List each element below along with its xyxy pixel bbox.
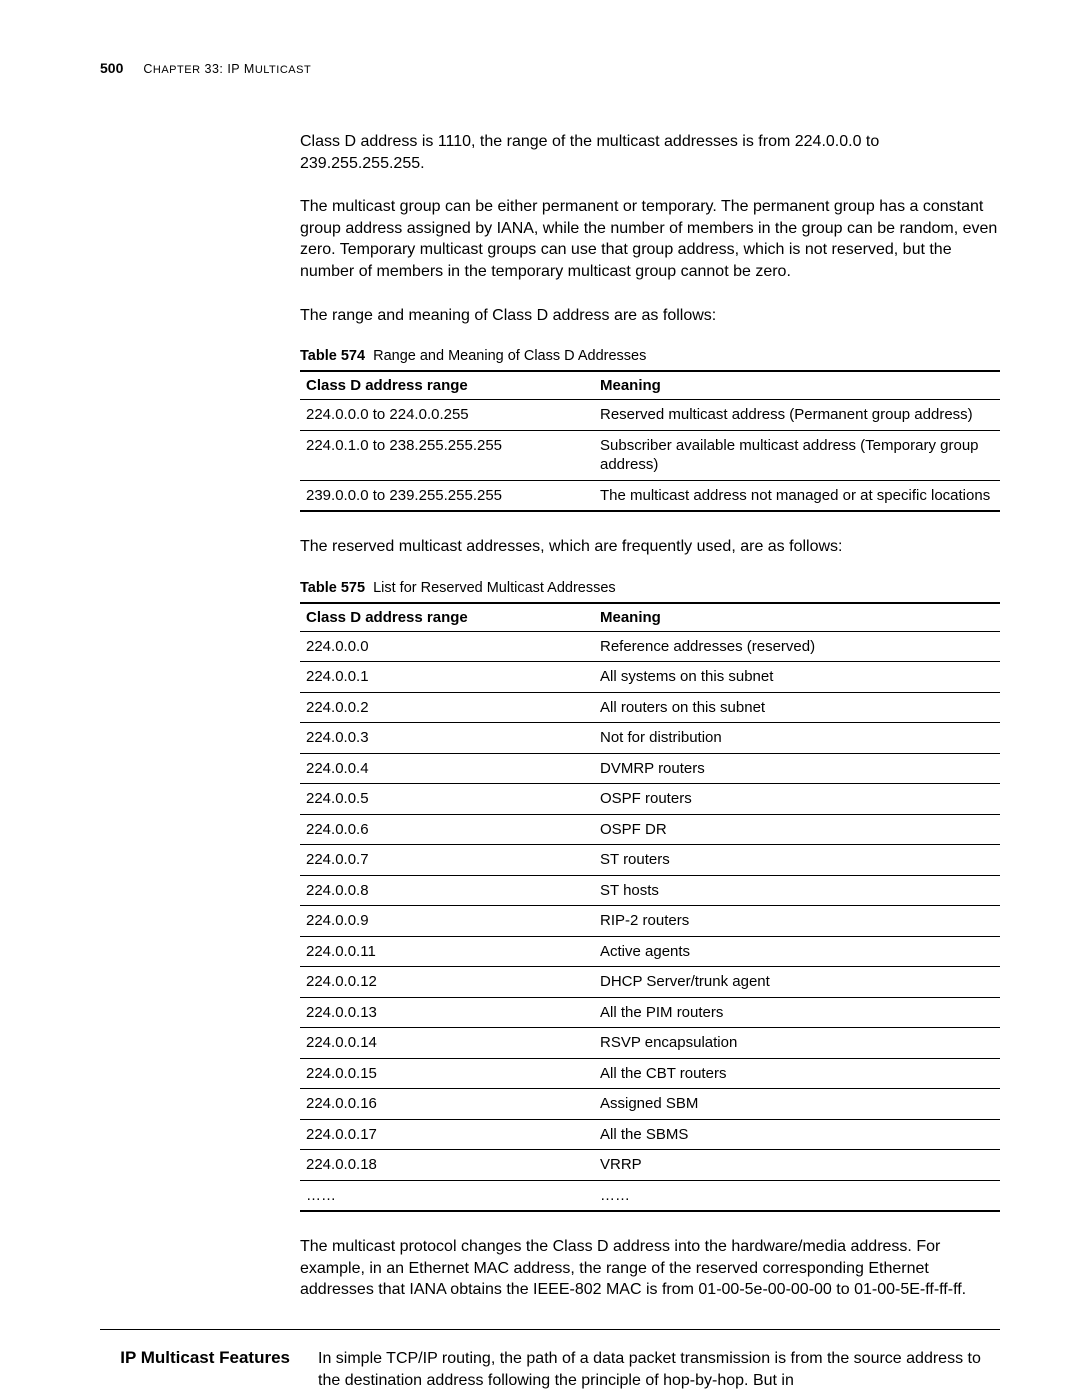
paragraph: The reserved multicast addresses, which … [300, 536, 1000, 558]
cell-meaning: Subscriber available multicast address (… [594, 430, 1000, 480]
paragraph: Class D address is 1110, the range of th… [300, 131, 1000, 174]
cell-meaning: ST routers [594, 845, 1000, 876]
cell-range: 224.0.0.13 [300, 997, 594, 1028]
cell-meaning: …… [594, 1180, 1000, 1211]
paragraph: The range and meaning of Class D address… [300, 305, 1000, 327]
cell-meaning: VRRP [594, 1150, 1000, 1181]
cell-range: 224.0.0.12 [300, 967, 594, 998]
table-row: 224.0.0.4DVMRP routers [300, 753, 1000, 784]
cell-meaning: All routers on this subnet [594, 692, 1000, 723]
table-row: 224.0.0.2All routers on this subnet [300, 692, 1000, 723]
table-row: 239.0.0.0 to 239.255.255.255The multicas… [300, 480, 1000, 511]
table-row: 224.0.0.7ST routers [300, 845, 1000, 876]
cell-range: 224.0.0.18 [300, 1150, 594, 1181]
table-row: 224.0.0.15All the CBT routers [300, 1058, 1000, 1089]
cell-meaning: All the SBMS [594, 1119, 1000, 1150]
table-header-meaning: Meaning [594, 603, 1000, 632]
chapter-label: CHAPTER 33: IP MULTICAST [143, 62, 311, 76]
cell-range: 224.0.0.2 [300, 692, 594, 723]
section-heading: IP Multicast Features [100, 1348, 300, 1393]
cell-range: 224.0.1.0 to 238.255.255.255 [300, 430, 594, 480]
table-row: 224.0.0.9RIP-2 routers [300, 906, 1000, 937]
cell-range: 224.0.0.15 [300, 1058, 594, 1089]
cell-range: 224.0.0.9 [300, 906, 594, 937]
cell-range: 224.0.0.14 [300, 1028, 594, 1059]
cell-meaning: RIP-2 routers [594, 906, 1000, 937]
cell-range: 224.0.0.8 [300, 875, 594, 906]
table-caption-text: List for Reserved Multicast Addresses [373, 580, 616, 596]
paragraph: The multicast group can be either perman… [300, 196, 1000, 282]
table-caption-text: Range and Meaning of Class D Addresses [373, 348, 646, 364]
page-number: 500 [100, 60, 123, 76]
page-header: 500 CHAPTER 33: IP MULTICAST [100, 60, 1000, 76]
table-row: 224.0.0.14RSVP encapsulation [300, 1028, 1000, 1059]
cell-range: 224.0.0.5 [300, 784, 594, 815]
table-row: 224.0.0.13All the PIM routers [300, 997, 1000, 1028]
cell-meaning: Reserved multicast address (Permanent gr… [594, 400, 1000, 431]
cell-meaning: DHCP Server/trunk agent [594, 967, 1000, 998]
table-header-range: Class D address range [300, 603, 594, 632]
cell-meaning: Not for distribution [594, 723, 1000, 754]
cell-range: 224.0.0.1 [300, 662, 594, 693]
paragraph: The multicast protocol changes the Class… [300, 1236, 1000, 1301]
table-row: 224.0.0.11Active agents [300, 936, 1000, 967]
cell-meaning: All the CBT routers [594, 1058, 1000, 1089]
table-row: 224.0.0.1All systems on this subnet [300, 662, 1000, 693]
table-row: 224.0.0.17All the SBMS [300, 1119, 1000, 1150]
cell-range: 224.0.0.4 [300, 753, 594, 784]
table-row: 224.0.0.18VRRP [300, 1150, 1000, 1181]
table-row: 224.0.0.6OSPF DR [300, 814, 1000, 845]
table-header-meaning: Meaning [594, 371, 1000, 400]
cell-meaning: DVMRP routers [594, 753, 1000, 784]
table-row: 224.0.0.0 to 224.0.0.255Reserved multica… [300, 400, 1000, 431]
main-content: Class D address is 1110, the range of th… [300, 131, 1000, 1301]
cell-meaning: The multicast address not managed or at … [594, 480, 1000, 511]
table-header-range: Class D address range [300, 371, 594, 400]
cell-range: 224.0.0.0 [300, 631, 594, 662]
table-label: Table 575 [300, 580, 365, 596]
table-caption-574: Table 574 Range and Meaning of Class D A… [300, 348, 1000, 364]
cell-range: 224.0.0.17 [300, 1119, 594, 1150]
cell-meaning: ST hosts [594, 875, 1000, 906]
cell-meaning: OSPF DR [594, 814, 1000, 845]
cell-range: 224.0.0.11 [300, 936, 594, 967]
cell-meaning: All systems on this subnet [594, 662, 1000, 693]
cell-range: 224.0.0.16 [300, 1089, 594, 1120]
cell-range: …… [300, 1180, 594, 1211]
table-row: 224.0.0.5OSPF routers [300, 784, 1000, 815]
cell-range: 224.0.0.0 to 224.0.0.255 [300, 400, 594, 431]
table-row: 224.0.0.16Assigned SBM [300, 1089, 1000, 1120]
cell-meaning: Active agents [594, 936, 1000, 967]
table-row: 224.0.0.3Not for distribution [300, 723, 1000, 754]
table-row: ………… [300, 1180, 1000, 1211]
cell-meaning: OSPF routers [594, 784, 1000, 815]
cell-range: 224.0.0.6 [300, 814, 594, 845]
cell-meaning: Reference addresses (reserved) [594, 631, 1000, 662]
section-ip-multicast-features: IP Multicast Features In simple TCP/IP r… [100, 1348, 1000, 1393]
table-574: Class D address range Meaning 224.0.0.0 … [300, 370, 1000, 512]
table-row: 224.0.0.8ST hosts [300, 875, 1000, 906]
cell-meaning: RSVP encapsulation [594, 1028, 1000, 1059]
table-row: 224.0.0.0Reference addresses (reserved) [300, 631, 1000, 662]
table-caption-575: Table 575 List for Reserved Multicast Ad… [300, 580, 1000, 596]
cell-range: 224.0.0.7 [300, 845, 594, 876]
table-row: 224.0.1.0 to 238.255.255.255Subscriber a… [300, 430, 1000, 480]
section-body: In simple TCP/IP routing, the path of a … [318, 1348, 1000, 1393]
table-label: Table 574 [300, 348, 365, 364]
table-row: 224.0.0.12DHCP Server/trunk agent [300, 967, 1000, 998]
section-divider [100, 1329, 1000, 1330]
cell-meaning: Assigned SBM [594, 1089, 1000, 1120]
cell-meaning: All the PIM routers [594, 997, 1000, 1028]
cell-range: 239.0.0.0 to 239.255.255.255 [300, 480, 594, 511]
table-575: Class D address range Meaning 224.0.0.0R… [300, 602, 1000, 1213]
cell-range: 224.0.0.3 [300, 723, 594, 754]
